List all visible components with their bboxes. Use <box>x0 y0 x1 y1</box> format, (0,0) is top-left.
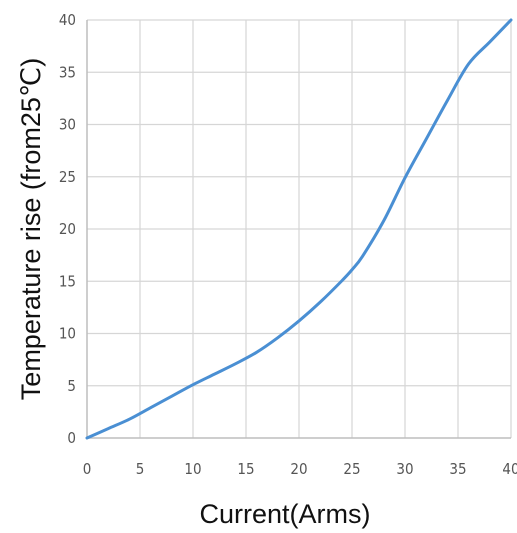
y-tick-label: 30 <box>59 116 76 134</box>
x-tick-label: 10 <box>184 460 201 478</box>
x-tick-label: 40 <box>502 460 517 478</box>
y-tick-label: 10 <box>59 325 76 343</box>
x-tick-label: 20 <box>290 460 307 478</box>
y-tick-label: 20 <box>59 220 76 238</box>
tick-labels: 0 5 10 15 20 25 30 35 40 0 5 10 15 20 25 30 35 40 <box>59 11 517 478</box>
y-tick-label: 15 <box>59 272 76 290</box>
x-axis-title: Current(Arms) <box>199 499 370 529</box>
y-tick-label: 35 <box>59 63 76 81</box>
x-tick-label: 35 <box>449 460 466 478</box>
y-axis-title: Temperature rise (from25℃) <box>16 58 46 400</box>
x-tick-label: 5 <box>136 460 145 478</box>
y-tick-label: 25 <box>59 168 76 186</box>
y-tick-label: 40 <box>59 11 76 29</box>
y-tick-label: 0 <box>67 429 76 447</box>
axes <box>86 20 511 439</box>
series-line <box>85 18 513 440</box>
grid-lines <box>87 19 512 438</box>
x-tick-label: 30 <box>396 460 413 478</box>
y-tick-label: 5 <box>67 377 76 395</box>
x-tick-label: 15 <box>237 460 254 478</box>
x-tick-label: 0 <box>83 460 92 478</box>
series-group <box>85 18 513 440</box>
x-tick-label: 25 <box>343 460 360 478</box>
